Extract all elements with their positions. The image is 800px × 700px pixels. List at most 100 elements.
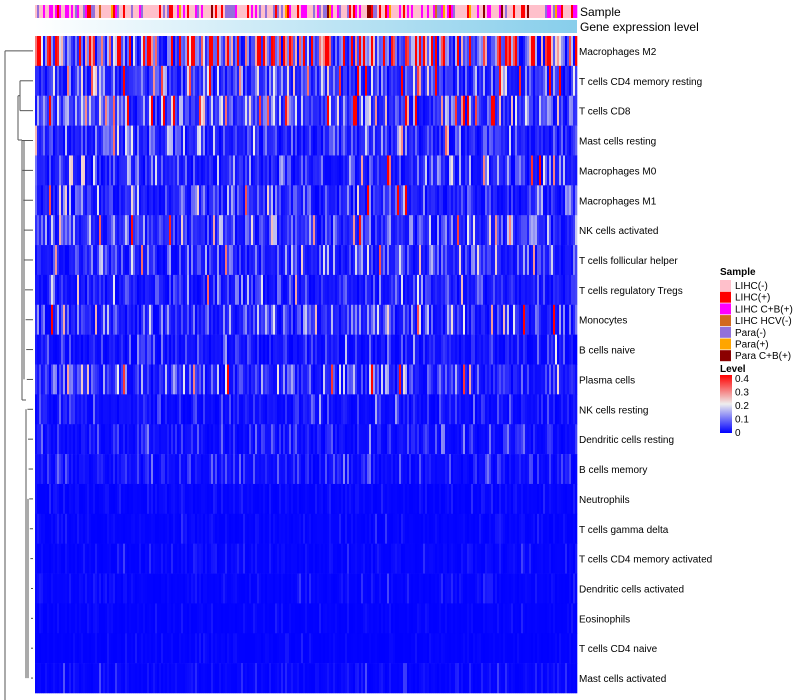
heatmap-cell xyxy=(491,65,494,97)
heatmap-cell xyxy=(51,334,54,365)
heatmap-cell xyxy=(309,513,312,544)
heatmap-cell xyxy=(67,543,70,574)
heatmap-cell xyxy=(325,95,328,126)
heatmap-cell xyxy=(435,185,438,216)
heatmap-cell xyxy=(335,483,338,515)
heatmap-cell xyxy=(311,454,314,485)
heatmap-cell xyxy=(273,454,276,485)
heatmap-cell xyxy=(469,95,472,126)
heatmap-cell xyxy=(89,304,92,335)
heatmap-cell xyxy=(261,125,264,156)
heatmap-cell xyxy=(151,394,154,425)
heatmap-cell xyxy=(57,483,60,515)
heatmap-cell xyxy=(467,454,470,485)
heatmap-cell xyxy=(453,185,456,216)
heatmap-cell xyxy=(449,454,452,485)
heatmap-cell xyxy=(335,274,338,306)
heatmap-cell xyxy=(175,483,178,515)
heatmap-cell xyxy=(127,65,130,97)
heatmap-cell xyxy=(141,513,144,544)
heatmap-cell xyxy=(443,364,446,395)
heatmap-cell xyxy=(229,125,232,156)
heatmap-cell xyxy=(279,215,282,246)
heatmap-cell xyxy=(499,454,502,485)
heatmap-cell xyxy=(49,543,52,574)
heatmap-cell xyxy=(129,155,132,186)
heatmap-cell xyxy=(221,65,224,97)
sample-annotation-cell xyxy=(307,5,310,18)
heatmap-cell xyxy=(505,125,508,156)
heatmap-cell xyxy=(491,334,494,365)
heatmap-cell xyxy=(163,483,166,515)
heatmap-cell xyxy=(53,65,56,97)
heatmap-cell xyxy=(503,304,506,335)
heatmap-cell xyxy=(261,364,264,395)
heatmap-cell xyxy=(243,513,246,544)
heatmap-cell xyxy=(533,274,536,306)
heatmap-cell xyxy=(527,36,530,67)
heatmap-cell xyxy=(445,95,448,126)
heatmap-cell xyxy=(527,125,530,156)
heatmap-cell xyxy=(49,125,52,156)
heatmap-cell xyxy=(303,245,306,276)
sample-annotation-cell xyxy=(79,5,82,18)
sample-annotation-cell xyxy=(275,5,278,18)
heatmap-cell xyxy=(165,185,168,216)
heatmap-cell xyxy=(473,394,476,425)
heatmap-cell xyxy=(287,185,290,216)
heatmap-cell xyxy=(467,424,470,455)
heatmap-cell xyxy=(349,185,352,216)
heatmap-cell xyxy=(169,215,172,246)
heatmap-cell xyxy=(437,304,440,335)
heatmap-cell xyxy=(247,245,250,276)
heatmap-cell xyxy=(141,334,144,365)
heatmap-cell xyxy=(479,364,482,395)
heatmap-cell xyxy=(507,334,510,365)
sample-annotation-cell xyxy=(441,5,444,18)
heatmap-cell xyxy=(161,215,164,246)
heatmap-cell xyxy=(413,274,416,306)
heatmap-cell xyxy=(187,125,190,156)
heatmap-cell xyxy=(437,513,440,544)
heatmap-cell xyxy=(169,65,172,97)
heatmap-cell xyxy=(145,513,148,544)
heatmap-cell xyxy=(407,304,410,335)
heatmap-cell xyxy=(213,513,216,544)
heatmap-cell xyxy=(57,95,60,126)
heatmap-cell xyxy=(567,36,570,67)
heatmap-cell xyxy=(467,304,470,335)
heatmap-cell xyxy=(253,364,256,395)
heatmap-cell xyxy=(161,454,164,485)
heatmap-cell xyxy=(81,185,84,216)
heatmap-cell xyxy=(395,215,398,246)
heatmap-cell xyxy=(481,454,484,485)
heatmap-cell xyxy=(81,394,84,425)
heatmap-cell xyxy=(305,334,308,365)
heatmap-cell xyxy=(239,364,242,395)
heatmap-cell xyxy=(229,394,232,425)
heatmap-cell xyxy=(367,245,370,276)
heatmap-cell xyxy=(325,364,328,395)
heatmap-cell xyxy=(529,215,532,246)
heatmap-cell xyxy=(421,245,424,276)
heatmap-cell xyxy=(329,65,332,97)
heatmap-cell xyxy=(489,364,492,395)
heatmap-cell xyxy=(71,483,74,515)
heatmap-cell xyxy=(195,274,198,306)
heatmap-cell xyxy=(245,245,248,276)
heatmap-cell xyxy=(345,95,348,126)
heatmap-cell xyxy=(475,394,478,425)
sample-annotation-cell xyxy=(573,5,576,18)
heatmap-cell xyxy=(563,424,566,455)
heatmap-cell xyxy=(335,334,338,365)
heatmap-cell xyxy=(351,274,354,306)
heatmap-cell xyxy=(179,95,182,126)
heatmap-cell xyxy=(201,454,204,485)
heatmap-cell xyxy=(105,364,108,395)
heatmap-cell xyxy=(79,125,82,156)
heatmap-cell xyxy=(91,304,94,335)
heatmap-cell xyxy=(357,95,360,126)
heatmap-cell xyxy=(219,215,222,246)
heatmap-cell xyxy=(113,334,116,365)
heatmap-cell xyxy=(297,125,300,156)
